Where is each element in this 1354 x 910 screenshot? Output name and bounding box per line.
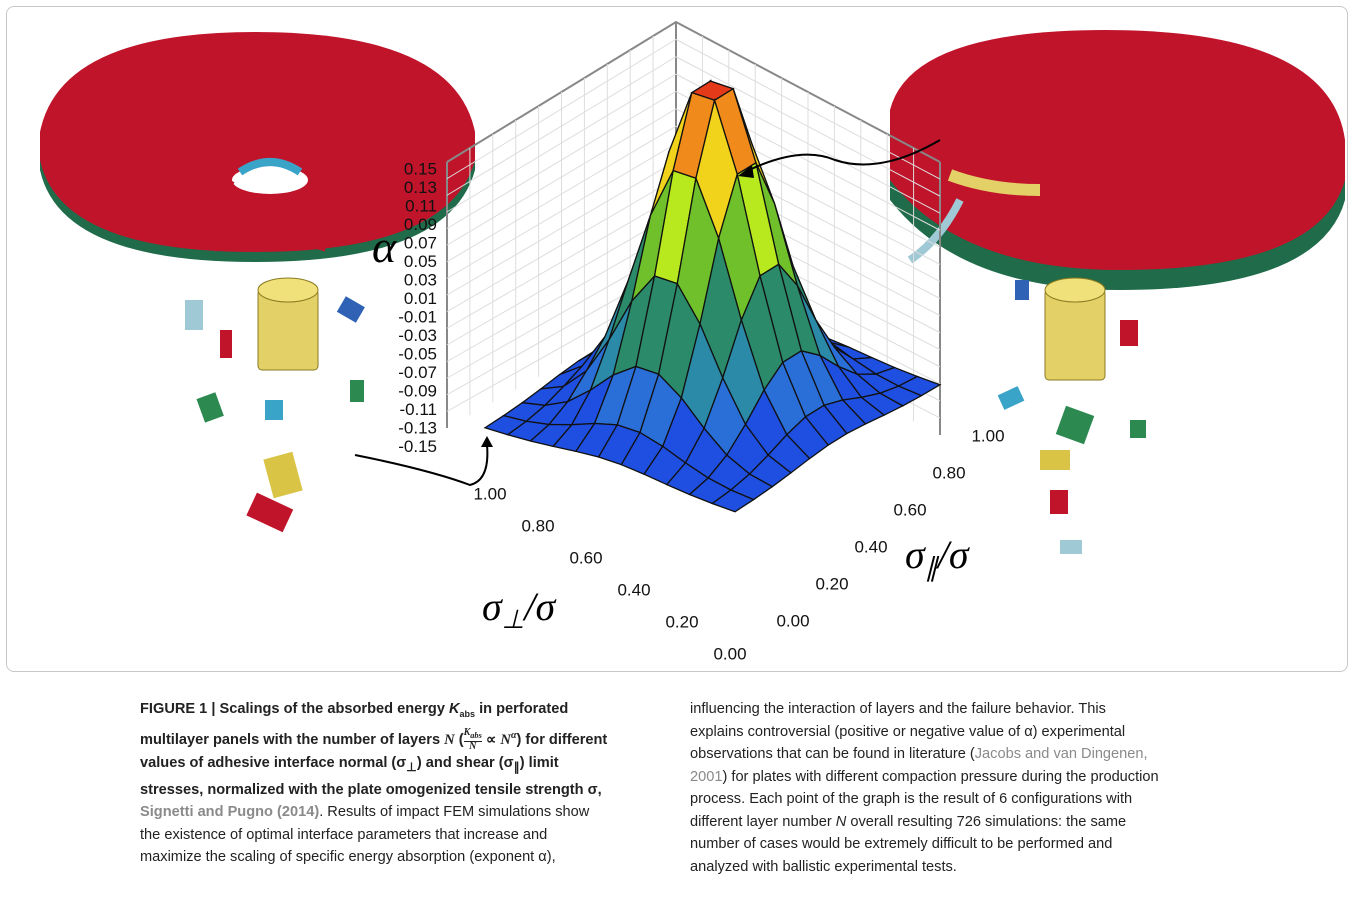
x-tick-label: 0.20 [665, 612, 698, 631]
z-tick-label: 0.09 [404, 215, 437, 234]
text: abs [470, 731, 482, 740]
text: /σ [522, 584, 556, 629]
y-tick-label: 0.00 [776, 611, 809, 630]
text: N [500, 732, 511, 748]
z-tick-label: 0.03 [404, 270, 437, 289]
x-tick-label: 0.80 [521, 516, 554, 535]
y-axis-label: σ∥/σ [905, 532, 970, 582]
z-tick-label: -0.07 [398, 363, 437, 382]
z-tick-label: 0.15 [404, 159, 437, 178]
y-tick-label: 0.80 [932, 463, 965, 482]
text: σ [482, 584, 503, 629]
text: ⊥ [502, 605, 525, 634]
text: N [464, 741, 482, 752]
text: σ [905, 532, 926, 577]
text: α [511, 730, 517, 741]
x-tick-label: 0.40 [617, 580, 650, 599]
text: abs [460, 709, 476, 719]
text: FIGURE 1 | Scalings of the absorbed ener… [140, 701, 449, 717]
arrow-head [481, 436, 493, 447]
z-tick-label: 0.11 [405, 196, 437, 215]
figure: α σ⊥/σ σ∥/σ 0.150.130.110.090.070.050.03… [0, 0, 1354, 680]
text: /σ [936, 532, 970, 577]
text: N [836, 814, 847, 830]
caption-right: influencing the interaction of layers an… [690, 698, 1160, 878]
z-tick-label: -0.11 [400, 400, 438, 419]
x-tick-label: 0.60 [569, 548, 602, 567]
citation[interactable]: Signetti and Pugno (2014) [140, 804, 319, 820]
x-tick-label: 0.00 [713, 644, 746, 663]
text: ∝ [482, 732, 501, 748]
z-tick-label: 0.13 [404, 178, 437, 197]
x-tick-label: 1.00 [473, 484, 506, 503]
text: N [444, 732, 455, 748]
z-tick-label: 0.05 [404, 252, 437, 271]
z-tick-label: 0.01 [404, 289, 437, 308]
z-tick-label: -0.05 [398, 344, 437, 363]
surface-plot [485, 81, 940, 512]
z-tick-label: -0.01 [398, 307, 437, 326]
z-tick-label: -0.03 [398, 326, 437, 345]
y-tick-label: 0.60 [893, 500, 926, 519]
page: α σ⊥/σ σ∥/σ 0.150.130.110.090.070.050.03… [0, 0, 1354, 910]
z-tick-label: -0.13 [398, 418, 437, 437]
text: ) and shear (σ [417, 755, 514, 771]
y-tick-label: 0.20 [815, 574, 848, 593]
caption-left: FIGURE 1 | Scalings of the absorbed ener… [140, 698, 610, 869]
y-tick-label: 0.40 [854, 537, 887, 556]
y-tick-label: 1.00 [971, 426, 1004, 445]
x-axis-label: σ⊥/σ [482, 584, 557, 634]
text: ⊥ [406, 760, 417, 774]
text: K [449, 701, 460, 717]
z-axis-label: α [372, 221, 397, 272]
z-tick-label: -0.15 [398, 437, 437, 456]
z-tick-label: -0.09 [398, 381, 437, 400]
z-tick-label: 0.07 [404, 233, 437, 252]
